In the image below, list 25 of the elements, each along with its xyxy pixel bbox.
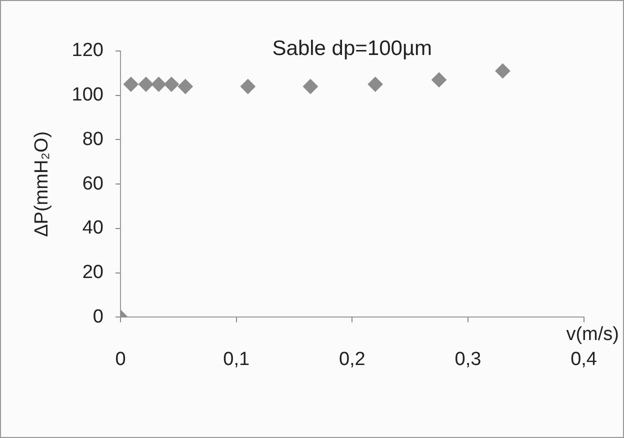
x-tick-label: 0	[115, 348, 126, 370]
y-axis-title: ΔP(mmH₂O)	[32, 131, 53, 237]
point	[302, 78, 318, 94]
point	[151, 76, 166, 92]
x-tick-label: 0,4	[570, 348, 598, 370]
y-tick-label: 80	[82, 128, 104, 150]
x-tick-label: 0,2	[338, 348, 366, 370]
x-axis-title: v(m/s)	[566, 324, 619, 345]
point	[432, 72, 447, 88]
y-tick-label: 120	[72, 40, 104, 62]
point	[368, 76, 383, 92]
point	[138, 76, 154, 92]
point	[495, 63, 510, 78]
y-tick-label: 60	[82, 173, 104, 194]
x-tick-label: 0,1	[223, 348, 250, 370]
x-tick-label: 0,3	[454, 348, 482, 370]
y-tick-label: 100	[72, 84, 104, 106]
point	[178, 78, 193, 94]
y-tick-label: 40	[82, 218, 104, 239]
point	[123, 76, 138, 92]
point	[164, 76, 179, 92]
point	[240, 78, 256, 94]
y-tick-label: 20	[82, 262, 104, 284]
chart-title: Sable dp=100µm	[272, 36, 432, 60]
y-tick-label: 0	[92, 306, 104, 328]
